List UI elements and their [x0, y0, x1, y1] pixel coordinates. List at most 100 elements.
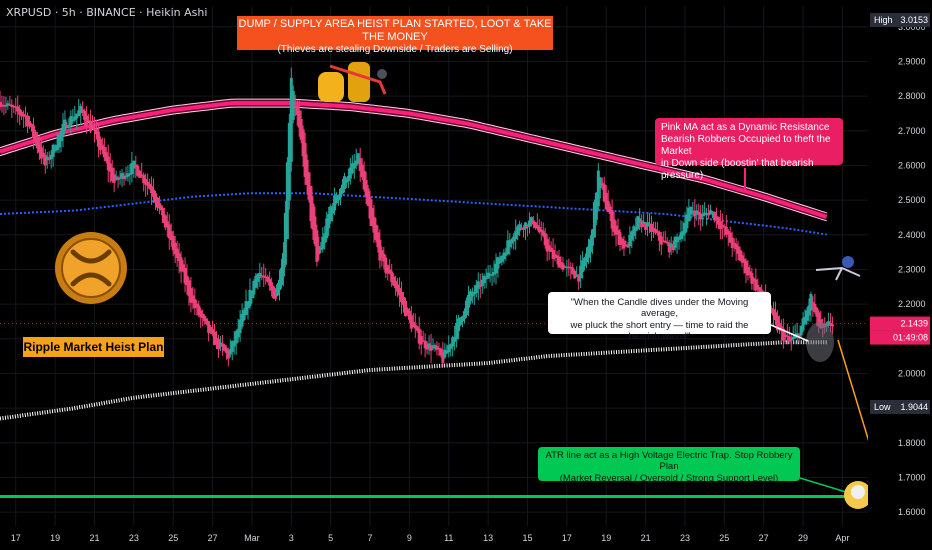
- candle: [299, 110, 303, 144]
- candle: [421, 330, 425, 342]
- candle: [547, 237, 551, 261]
- candle: [218, 336, 222, 352]
- candle-body: [344, 179, 348, 183]
- candle-body: [264, 276, 268, 279]
- candle-body: [669, 243, 673, 248]
- candle: [500, 255, 504, 266]
- candle-body: [61, 124, 65, 137]
- candle: [16, 95, 20, 123]
- candle-body: [742, 258, 746, 263]
- candle-body: [791, 336, 795, 340]
- candle-body: [401, 296, 405, 306]
- countdown-tag: 01:49:08: [870, 330, 930, 345]
- candle-body: [96, 131, 100, 147]
- candle-body: [449, 344, 453, 349]
- time-axis-bg: [0, 527, 932, 550]
- candle-body: [781, 328, 785, 341]
- candle: [433, 343, 437, 352]
- candle-body: [573, 270, 577, 279]
- candle: [59, 129, 63, 153]
- candle-body: [287, 122, 291, 201]
- candle-body: [718, 220, 722, 229]
- candle: [323, 225, 327, 250]
- time-tick-label: 11: [444, 533, 453, 543]
- candle: [39, 136, 43, 165]
- candle: [136, 164, 140, 177]
- candle-body: [384, 257, 388, 273]
- candle: [124, 166, 128, 181]
- candle-body: [618, 232, 622, 246]
- candle: [140, 162, 144, 178]
- candle-body: [411, 321, 415, 328]
- callout-line: "When the Candle dives under the Moving …: [570, 297, 749, 320]
- candle-body: [724, 226, 728, 235]
- candle-body: [169, 231, 173, 240]
- candle: [222, 343, 226, 352]
- candle-body: [407, 310, 411, 320]
- candle: [614, 220, 618, 247]
- candle: [677, 235, 681, 250]
- candle: [750, 268, 754, 290]
- candle-body: [683, 222, 687, 234]
- candle-body: [323, 233, 327, 243]
- thief-body-icon: [815, 266, 861, 281]
- candle: [207, 320, 211, 342]
- candle: [606, 189, 610, 213]
- entry-circle: [806, 322, 834, 362]
- candle: [216, 335, 220, 358]
- candle: [309, 185, 313, 229]
- candle-body: [319, 247, 323, 251]
- candle: [583, 257, 587, 271]
- candle-body: [171, 235, 175, 251]
- candle-body: [705, 212, 709, 215]
- candle-body: [153, 193, 157, 203]
- candle: [392, 273, 396, 287]
- candle: [742, 252, 746, 274]
- candle-body: [311, 203, 315, 230]
- candle-body: [651, 227, 655, 231]
- candle: [512, 233, 516, 250]
- candle: [590, 228, 594, 254]
- candle-body: [805, 310, 809, 321]
- candle: [61, 113, 65, 147]
- candle: [319, 241, 323, 254]
- candle-body: [728, 232, 732, 243]
- candle: [276, 282, 280, 297]
- candle: [665, 236, 669, 246]
- down-trend-icon: [329, 64, 387, 95]
- candle: [321, 227, 325, 253]
- candle: [567, 258, 571, 276]
- candle: [522, 224, 526, 238]
- candle: [699, 205, 703, 231]
- green-callout-pointer: [799, 477, 847, 493]
- candle: [215, 331, 219, 350]
- candle-body: [608, 206, 612, 214]
- candle: [618, 228, 622, 252]
- candle: [474, 279, 478, 298]
- candle-body: [175, 248, 179, 259]
- candle: [33, 129, 37, 146]
- candle-body: [277, 279, 281, 290]
- candle: [744, 258, 748, 284]
- symbol-title: XRPUSD · 5h · BINANCE · Heikin Ashi: [6, 6, 208, 19]
- candle-body: [370, 207, 374, 226]
- candle: [644, 221, 648, 236]
- candle-body: [403, 300, 407, 317]
- candle-body: [734, 243, 738, 249]
- candle-body: [250, 290, 254, 299]
- candle: [415, 325, 419, 333]
- candle-body: [262, 275, 266, 278]
- candle-body: [346, 176, 350, 182]
- current-price-tag-value: 2.1439: [900, 319, 928, 329]
- candle-body: [486, 272, 490, 279]
- candle: [69, 110, 73, 135]
- candle-body: [547, 245, 551, 251]
- candle-body: [89, 120, 93, 132]
- candle: [303, 132, 307, 185]
- candle: [264, 267, 268, 285]
- candle: [787, 326, 791, 344]
- candle-body: [569, 266, 573, 269]
- candle-body: [73, 116, 77, 121]
- candle: [311, 195, 315, 240]
